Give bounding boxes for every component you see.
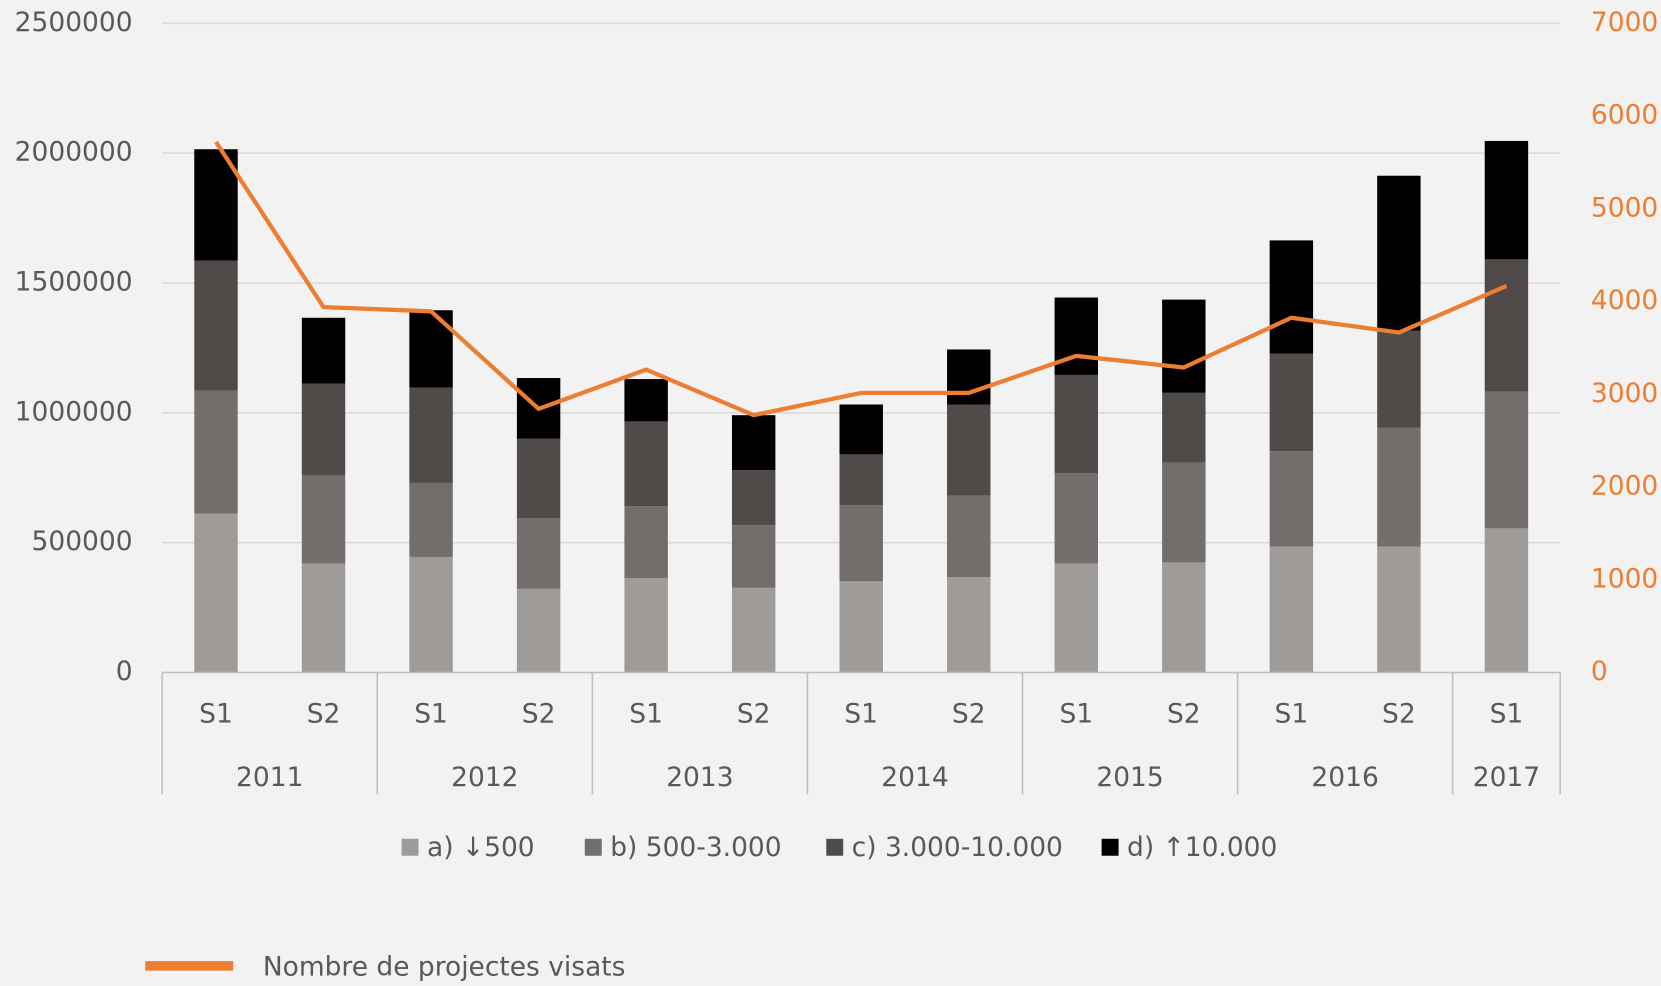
x-group-label: 2017 — [1473, 762, 1540, 793]
x-group-label: 2012 — [451, 762, 518, 793]
legend-label: c) 3.000-10.000 — [852, 832, 1063, 863]
line-series — [214, 140, 1508, 418]
legend-swatch — [1101, 838, 1119, 856]
legend-label: a) ↓500 — [427, 832, 535, 863]
bar-segment — [947, 349, 991, 405]
x-tick-label: S2 — [1167, 698, 1201, 729]
bar-segment — [839, 505, 883, 582]
bar-segment — [516, 588, 561, 673]
legend-label: Nombre de projectes visats — [263, 951, 626, 982]
bar-segment — [301, 475, 346, 564]
bar-segment — [1484, 391, 1529, 529]
bar-segment — [1162, 462, 1206, 563]
bar-segment — [1269, 240, 1314, 354]
y2-tick-label: 2000 — [1591, 471, 1658, 502]
bar-segment — [1269, 546, 1314, 673]
legend-label: b) 500-3.000 — [610, 832, 781, 863]
y-tick-label: 1500000 — [15, 266, 133, 297]
y-tick-label: 2500000 — [15, 7, 133, 38]
bar-segment — [516, 518, 561, 589]
bar-segment — [731, 587, 776, 673]
x-tick-label: S2 — [737, 698, 771, 729]
bar-segment — [839, 454, 883, 506]
bar-segment — [194, 260, 238, 391]
bar-segment — [1162, 392, 1206, 463]
y2-tick-label: 6000 — [1591, 100, 1658, 131]
bar-segment — [1054, 374, 1098, 474]
x-tick-label: S2 — [522, 698, 556, 729]
x-tick-label: S2 — [1382, 698, 1416, 729]
bar-segment — [1269, 451, 1314, 547]
bar-segment — [301, 563, 346, 673]
bar-segment — [1484, 528, 1529, 673]
bar-segment — [1162, 562, 1206, 673]
x-tick-label: S2 — [952, 698, 986, 729]
bar-segment — [624, 506, 668, 579]
y2-tick-label: 4000 — [1591, 285, 1658, 316]
bar-segment — [947, 495, 991, 578]
bar-segment — [624, 578, 668, 673]
bar-segment — [409, 387, 453, 483]
y2-tick-label: 1000 — [1591, 563, 1658, 594]
y-tick-label: 0 — [116, 656, 133, 687]
bar-segment — [409, 310, 453, 388]
bar-segment — [194, 513, 238, 673]
y-tick-label: 2000000 — [15, 137, 133, 168]
legend-label: d) ↑10.000 — [1127, 832, 1277, 863]
bar-segment — [947, 577, 991, 673]
bar-segment — [1054, 473, 1098, 564]
bar-segment — [301, 317, 346, 384]
bar-segment — [1269, 353, 1314, 452]
x-group-label: 2013 — [666, 762, 733, 793]
bar-segment — [731, 470, 776, 526]
bar-segment — [839, 581, 883, 673]
x-tick-label: S1 — [1059, 698, 1093, 729]
bar-segment — [624, 379, 668, 422]
bar-segment — [839, 404, 883, 455]
x-tick-label: S2 — [307, 698, 341, 729]
legend-swatch — [401, 838, 419, 856]
bar-segment — [516, 438, 561, 519]
legend-swatch — [584, 838, 602, 856]
bar-segment — [409, 482, 453, 557]
y2-tick-label: 7000 — [1591, 7, 1658, 38]
bar-segment — [1377, 330, 1421, 428]
x-tick-label: S1 — [1275, 698, 1309, 729]
x-group-label: 2015 — [1096, 762, 1163, 793]
bar-segment — [731, 415, 776, 471]
x-tick-label: S1 — [414, 698, 448, 729]
bar-segment — [1484, 259, 1529, 392]
x-group-label: 2011 — [236, 762, 303, 793]
bar-segment — [1377, 546, 1421, 673]
y2-tick-label: 5000 — [1591, 192, 1658, 223]
bar-segment — [1054, 563, 1098, 673]
bar-segment — [1377, 427, 1421, 547]
bar-segment — [731, 525, 776, 588]
bar-segment — [409, 556, 453, 673]
bar-segment — [1484, 140, 1529, 260]
bar-segment — [1162, 299, 1206, 393]
x-group-label: 2016 — [1311, 762, 1378, 793]
bar-segment — [1377, 175, 1421, 331]
legend-swatch — [826, 838, 844, 856]
y2-tick-label: 3000 — [1591, 378, 1658, 409]
bar-segment — [301, 383, 346, 476]
y2-tick-label: 0 — [1591, 656, 1608, 687]
y-tick-label: 1000000 — [15, 396, 133, 427]
bar-segment — [947, 404, 991, 496]
x-tick-label: S1 — [1490, 698, 1524, 729]
x-group-label: 2014 — [881, 762, 948, 793]
x-tick-label: S1 — [629, 698, 663, 729]
bar-segment — [194, 390, 238, 514]
x-tick-label: S1 — [844, 698, 878, 729]
y-tick-label: 500000 — [32, 526, 133, 557]
bar-segment — [624, 421, 668, 507]
x-tick-label: S1 — [199, 698, 233, 729]
